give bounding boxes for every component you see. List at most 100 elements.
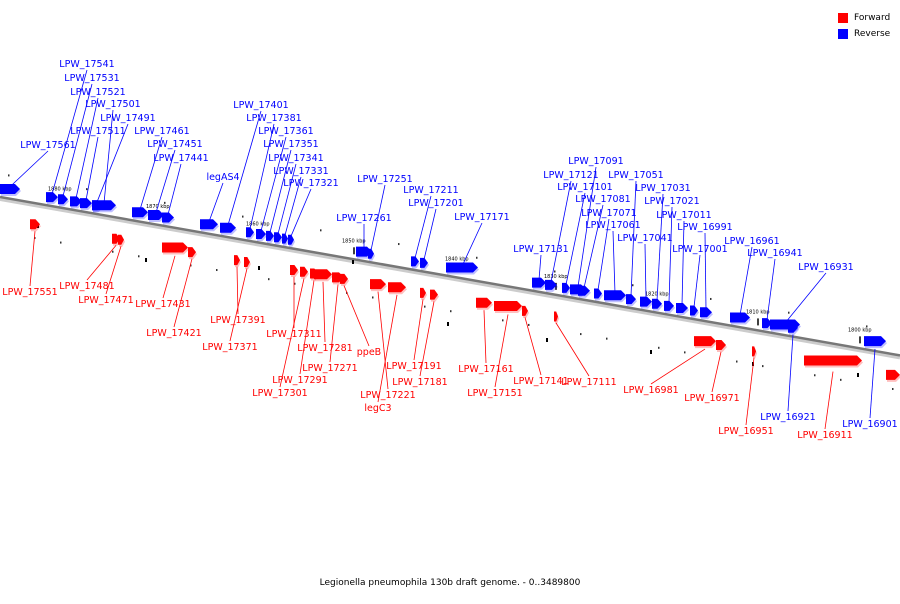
leader-line bbox=[630, 180, 637, 297]
gene-body bbox=[274, 232, 282, 243]
reverse-swatch bbox=[838, 29, 848, 39]
minor-tick bbox=[788, 311, 790, 314]
gene-label: LPW_17491 bbox=[100, 113, 155, 124]
reverse-gene bbox=[700, 307, 713, 320]
leader-line bbox=[277, 163, 297, 235]
leader-line bbox=[51, 69, 88, 195]
reverse-gene bbox=[446, 262, 479, 275]
leader-line bbox=[824, 371, 834, 430]
leader-line bbox=[693, 254, 701, 308]
feature-mark bbox=[546, 338, 548, 342]
gene-label: LPW_17371 bbox=[202, 342, 257, 353]
minor-tick bbox=[658, 346, 660, 349]
leader-line bbox=[162, 255, 176, 299]
gene-body bbox=[118, 234, 124, 245]
gene-body bbox=[430, 289, 438, 300]
gene-body bbox=[420, 287, 426, 298]
leader-line bbox=[377, 294, 398, 403]
leader-line bbox=[577, 166, 597, 287]
gene-body bbox=[562, 282, 570, 293]
gene-body bbox=[266, 230, 274, 241]
minor-tick bbox=[606, 337, 608, 340]
forward-gene bbox=[388, 282, 407, 295]
gene-body bbox=[370, 279, 386, 290]
legend-forward: Forward bbox=[838, 10, 890, 26]
gene-body bbox=[494, 300, 522, 311]
gene-body bbox=[282, 233, 288, 244]
minor-tick bbox=[190, 264, 192, 267]
minor-tick bbox=[528, 323, 530, 326]
reverse-gene bbox=[200, 219, 219, 232]
forward-gene bbox=[522, 305, 529, 318]
leader-line bbox=[612, 230, 616, 294]
gene-label: LPW_17061 bbox=[585, 220, 640, 231]
leader-line bbox=[565, 192, 586, 285]
reverse-gene bbox=[132, 207, 149, 220]
gene-label: LPW_16971 bbox=[684, 393, 739, 404]
minor-tick bbox=[450, 310, 452, 313]
minor-tick bbox=[710, 297, 712, 300]
gene-body bbox=[476, 297, 492, 308]
minor-tick bbox=[554, 270, 556, 273]
gene-body bbox=[70, 196, 82, 207]
leader-line bbox=[322, 281, 326, 343]
gene-body bbox=[804, 355, 862, 366]
legend-reverse: Reverse bbox=[838, 26, 890, 42]
reverse-gene bbox=[80, 198, 93, 211]
gene-body bbox=[578, 285, 590, 296]
gene-body bbox=[545, 279, 557, 290]
gene-body bbox=[664, 300, 674, 311]
gene-label: LPW_17111 bbox=[561, 377, 616, 388]
forward-gene bbox=[118, 234, 125, 247]
reverse-gene bbox=[676, 302, 689, 315]
gene-body bbox=[288, 234, 294, 245]
gene-body bbox=[652, 298, 662, 309]
gene-body bbox=[92, 200, 102, 211]
reverse-gene bbox=[604, 290, 627, 303]
leader-line bbox=[208, 182, 224, 222]
gene-body bbox=[290, 265, 298, 276]
reverse-gene bbox=[58, 194, 69, 207]
reverse-gene bbox=[730, 312, 751, 325]
gene-label: LPW_17331 bbox=[273, 166, 328, 177]
gene-body bbox=[162, 242, 188, 253]
leader-line bbox=[583, 204, 604, 288]
gene-body bbox=[246, 227, 254, 238]
gene-label: LPW_17501 bbox=[85, 99, 140, 110]
reverse-gene bbox=[411, 256, 420, 269]
leader-line bbox=[9, 150, 49, 188]
reverse-gene bbox=[594, 288, 603, 301]
reverse-gene bbox=[288, 234, 295, 247]
gene-body bbox=[46, 192, 58, 203]
minor-tick bbox=[892, 387, 894, 390]
figure-caption: Legionella pneumophila 130b draft genome… bbox=[319, 578, 581, 588]
forward-gene bbox=[314, 269, 333, 282]
leader-line bbox=[105, 246, 122, 295]
gene-label: LPW_17121 bbox=[543, 170, 598, 181]
gene-label: LPW_17211 bbox=[403, 185, 458, 196]
gene-label: LPW_17221 bbox=[360, 390, 415, 401]
gene-body bbox=[314, 269, 332, 280]
leader-line bbox=[597, 218, 610, 291]
leader-line bbox=[745, 357, 755, 426]
leader-line bbox=[343, 285, 370, 347]
feature-mark bbox=[258, 266, 260, 270]
feature-mark bbox=[352, 260, 354, 264]
leader-line bbox=[483, 310, 487, 364]
gene-label: LPW_17141 bbox=[513, 376, 568, 387]
reverse-gene bbox=[652, 298, 663, 311]
minor-tick bbox=[684, 351, 686, 354]
leader-line bbox=[787, 334, 794, 412]
gene-label: LPW_16921 bbox=[760, 412, 815, 423]
minor-tick bbox=[424, 305, 426, 308]
gene-body bbox=[0, 184, 20, 194]
reverse-gene bbox=[162, 212, 175, 225]
gene-body bbox=[716, 340, 726, 351]
feature-mark bbox=[857, 373, 859, 377]
leader-line bbox=[329, 284, 339, 363]
gene-body bbox=[864, 336, 886, 347]
gene-body bbox=[730, 312, 750, 323]
reverse-gene bbox=[545, 279, 558, 292]
gene-label: LPW_17301 bbox=[252, 388, 307, 399]
forward-gene bbox=[554, 311, 559, 324]
